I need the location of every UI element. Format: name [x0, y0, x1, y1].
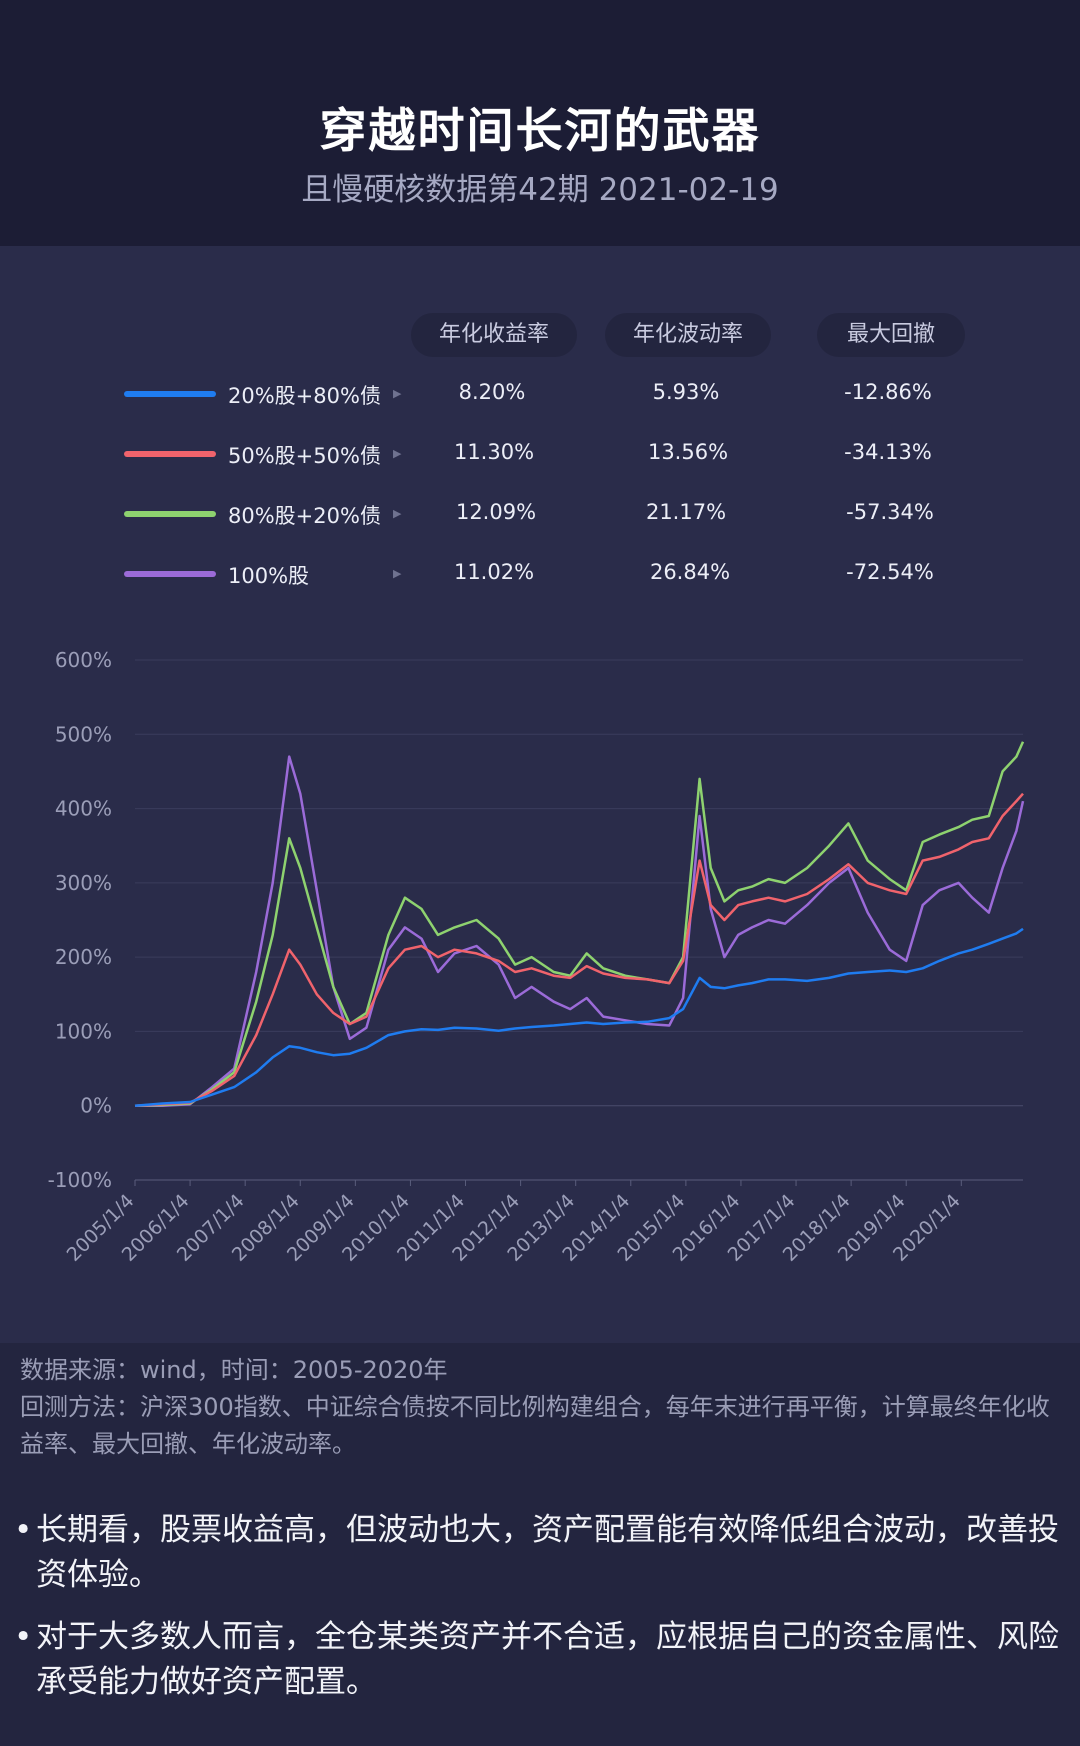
- legend-swatch: [124, 511, 216, 517]
- volatility-value: 5.93%: [652, 380, 720, 404]
- y-tick-label: 0%: [80, 1094, 112, 1118]
- page-title: 穿越时间长河的武器: [319, 104, 761, 159]
- data-source-note: 数据来源：wind，时间：2005-2020年: [20, 1356, 448, 1384]
- return-value: 8.20%: [458, 380, 526, 404]
- volatility-value: 13.56%: [647, 440, 729, 464]
- y-tick-label: 100%: [55, 1019, 112, 1043]
- notes: 数据来源：wind，时间：2005-2020年 回测方法：沪深300指数、中证综…: [20, 1352, 1070, 1463]
- series-line-1: [134, 927, 1024, 1107]
- drawdown-value: -72.54%: [846, 560, 934, 584]
- takeaway-item: • 长期看，股票收益高，但波动也大，资产配置能有效降低组合波动，改善投资体验。: [14, 1508, 1064, 1598]
- series-line-4: [135, 755, 1025, 1107]
- arrow-icon: ▶: [393, 447, 402, 460]
- y-tick-label: -100%: [48, 1168, 112, 1192]
- chart-panel: [0, 246, 1080, 1343]
- page-subtitle: 且慢硬核数据第42期 2021-02-19: [301, 172, 779, 208]
- column-header-return: 年化收益率: [411, 313, 577, 357]
- bullet-icon: •: [14, 1512, 33, 1548]
- takeaways: • 长期看，股票收益高，但波动也大，资产配置能有效降低组合波动，改善投资体验。 …: [14, 1508, 1064, 1722]
- legend-swatch: [124, 391, 216, 397]
- legend-label: 50%股+50%债: [228, 444, 381, 468]
- y-tick-label: 400%: [55, 797, 112, 821]
- y-tick-label: 600%: [55, 648, 112, 672]
- legend-label: 20%股+80%债: [228, 384, 381, 408]
- arrow-icon: ▶: [393, 567, 402, 580]
- drawdown-value: -57.34%: [846, 500, 934, 524]
- legend-label: 80%股+20%债: [228, 504, 381, 528]
- legend-label: 100%股: [228, 564, 310, 588]
- line-chart: -100%0%100%200%300%400%500%600%2005/1/42…: [48, 648, 1025, 1266]
- legend-swatch: [124, 571, 216, 577]
- volatility-value: 21.17%: [645, 500, 727, 524]
- drawdown-value: -34.13%: [844, 440, 932, 464]
- series-line-3: [134, 741, 1025, 1107]
- header: 穿越时间长河的武器 且慢硬核数据第42期 2021-02-19: [0, 0, 1080, 246]
- volatility-value: 26.84%: [649, 560, 731, 584]
- takeaway-item: • 对于大多数人而言，全仓某类资产并不合适，应根据自己的资金属性、风险承受能力做…: [14, 1615, 1064, 1705]
- arrow-icon: ▶: [393, 387, 402, 400]
- return-value: 11.30%: [453, 440, 535, 464]
- method-note: 回测方法：沪深300指数、中证综合债按不同比例构建组合，每年末进行再平衡，计算最…: [20, 1393, 1050, 1458]
- bullet-icon: •: [14, 1619, 33, 1655]
- return-value: 11.02%: [453, 560, 535, 584]
- series-line-2: [134, 792, 1024, 1107]
- y-tick-label: 300%: [55, 871, 112, 895]
- return-value: 12.09%: [455, 500, 537, 524]
- takeaway-text: 长期看，股票收益高，但波动也大，资产配置能有效降低组合波动，改善投资体验。: [36, 1512, 1059, 1593]
- column-header-volatility: 年化波动率: [605, 313, 771, 357]
- drawdown-value: -12.86%: [844, 380, 932, 404]
- takeaway-text: 对于大多数人而言，全仓某类资产并不合适，应根据自己的资金属性、风险承受能力做好资…: [36, 1619, 1059, 1700]
- arrow-icon: ▶: [393, 507, 402, 520]
- y-tick-label: 200%: [55, 945, 112, 969]
- column-header-drawdown: 最大回撤: [817, 313, 965, 357]
- legend-swatch: [124, 451, 216, 457]
- y-tick-label: 500%: [55, 722, 112, 746]
